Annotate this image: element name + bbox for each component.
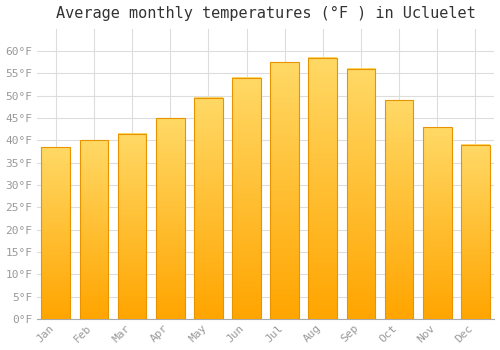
Title: Average monthly temperatures (°F ) in Ucluelet: Average monthly temperatures (°F ) in Uc… [56, 6, 476, 21]
Bar [156, 118, 184, 319]
Bar [194, 98, 222, 319]
Bar [118, 134, 146, 319]
Bar [80, 140, 108, 319]
Bar [42, 147, 70, 319]
Bar [423, 127, 452, 319]
Bar [385, 100, 414, 319]
Bar [270, 62, 299, 319]
Bar [346, 69, 375, 319]
Bar [461, 145, 490, 319]
Bar [308, 58, 337, 319]
Bar [232, 78, 261, 319]
